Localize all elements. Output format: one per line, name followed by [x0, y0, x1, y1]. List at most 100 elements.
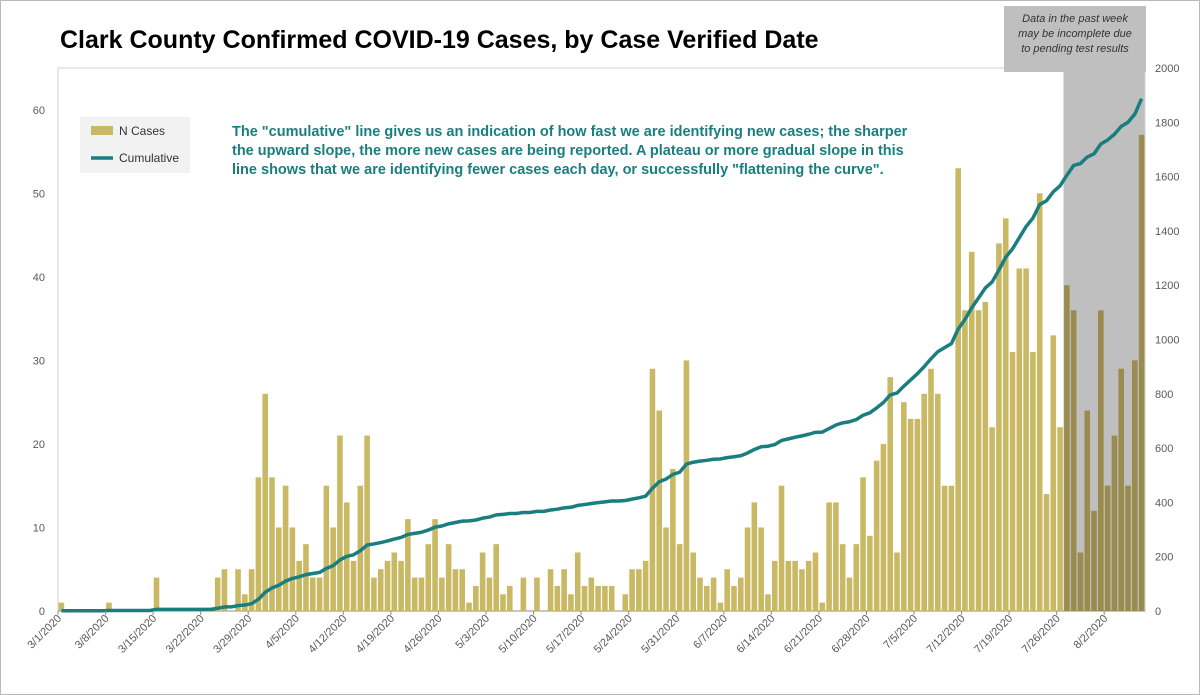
bar [554, 585, 561, 611]
y-axis-right-ticks: 0 200 400 600 800 1000 1200 1400 1600 1800 2000 [1155, 63, 1179, 618]
bar [982, 301, 989, 611]
x-tick-label: 4/12/2020 [306, 613, 349, 656]
bar [357, 485, 364, 611]
bar [948, 485, 955, 611]
y-right-tick-label: 0 [1155, 606, 1161, 618]
bar [214, 577, 221, 611]
bar [799, 569, 805, 611]
y-right-tick-label: 800 [1155, 389, 1173, 401]
bar [785, 560, 792, 611]
bar [282, 485, 289, 611]
x-tick-label: 3/1/2020 [25, 613, 64, 652]
bar [894, 552, 900, 611]
bar [629, 569, 635, 611]
bar [58, 602, 65, 611]
bar [873, 460, 880, 611]
x-tick-label: 8/2/2020 [1072, 613, 1111, 652]
y-left-tick-label: 30 [33, 355, 45, 367]
bar [411, 577, 418, 611]
y-left-tick-label: 20 [33, 439, 45, 451]
bar [242, 594, 248, 611]
bar [955, 168, 961, 611]
x-tick-label: 6/28/2020 [830, 613, 873, 656]
bar [459, 569, 466, 611]
bar [602, 585, 608, 611]
line-series-cumulative [61, 97, 1144, 613]
bar [1132, 360, 1138, 611]
bar [561, 569, 567, 611]
bar [466, 602, 472, 611]
bar [486, 577, 493, 611]
bar [479, 552, 486, 611]
y-left-tick-label: 50 [33, 188, 45, 200]
bar [989, 427, 995, 611]
bar [106, 602, 112, 611]
bar [296, 560, 302, 611]
bar [867, 535, 873, 611]
x-tick-label: 7/19/2020 [972, 613, 1015, 656]
x-tick-label: 6/7/2020 [691, 613, 730, 652]
y-right-tick-label: 1800 [1155, 117, 1179, 129]
bar [670, 468, 676, 611]
bar [839, 544, 846, 611]
bar [235, 569, 241, 611]
bar [595, 585, 601, 611]
bar [337, 435, 343, 611]
y-right-tick-label: 1200 [1155, 280, 1179, 292]
shaded-incomplete-region [1063, 72, 1145, 611]
bar-series-n-cases [58, 134, 1145, 611]
bar [350, 560, 357, 611]
bar [432, 519, 438, 611]
bar [683, 360, 690, 611]
x-tick-label: 4/5/2020 [263, 613, 302, 652]
callout-line-2: may be incomplete due [1018, 28, 1132, 40]
bar [418, 577, 425, 611]
bar [833, 502, 839, 611]
callout-line-1: Data in the past week [1022, 13, 1128, 25]
bar [1064, 285, 1070, 611]
bar [887, 377, 894, 611]
bar [506, 585, 513, 611]
bar [568, 594, 574, 611]
bar [710, 577, 717, 611]
bar [805, 560, 812, 611]
bar [1057, 427, 1063, 611]
bar [425, 544, 432, 611]
bar [1030, 352, 1036, 611]
bar [221, 569, 228, 611]
bar [758, 527, 764, 611]
bar [812, 552, 819, 611]
incomplete-data-callout: Data in the past week may be incomplete … [1004, 6, 1146, 72]
bar [819, 602, 826, 611]
annotation-line-3: line shows that we are identifying fewer… [232, 162, 884, 178]
bar [724, 569, 730, 611]
bar [391, 552, 398, 611]
y-right-tick-label: 1400 [1155, 226, 1179, 238]
bar [452, 569, 459, 611]
bar [704, 585, 710, 611]
bar [663, 527, 669, 611]
y-right-tick-label: 2000 [1155, 63, 1179, 75]
bar [622, 594, 629, 611]
bar [1111, 435, 1118, 611]
bar [1050, 335, 1057, 611]
bar [697, 577, 703, 611]
annotation-line-2: the upward slope, the more new cases are… [232, 143, 904, 159]
bar [1002, 218, 1009, 611]
bar [996, 243, 1002, 611]
bar [934, 393, 941, 611]
callout-line-3: to pending test results [1021, 43, 1129, 55]
bar [941, 485, 948, 611]
y-left-tick-label: 60 [33, 105, 45, 117]
x-tick-label: 5/31/2020 [639, 613, 682, 656]
bar [744, 527, 751, 611]
bar [676, 544, 683, 611]
bar [907, 418, 914, 611]
bar [1016, 268, 1023, 611]
x-tick-label: 3/15/2020 [116, 613, 159, 656]
bar [1070, 310, 1077, 611]
bar [316, 577, 323, 611]
bar [588, 577, 595, 611]
y-right-tick-label: 600 [1155, 443, 1173, 455]
bar [921, 393, 927, 611]
